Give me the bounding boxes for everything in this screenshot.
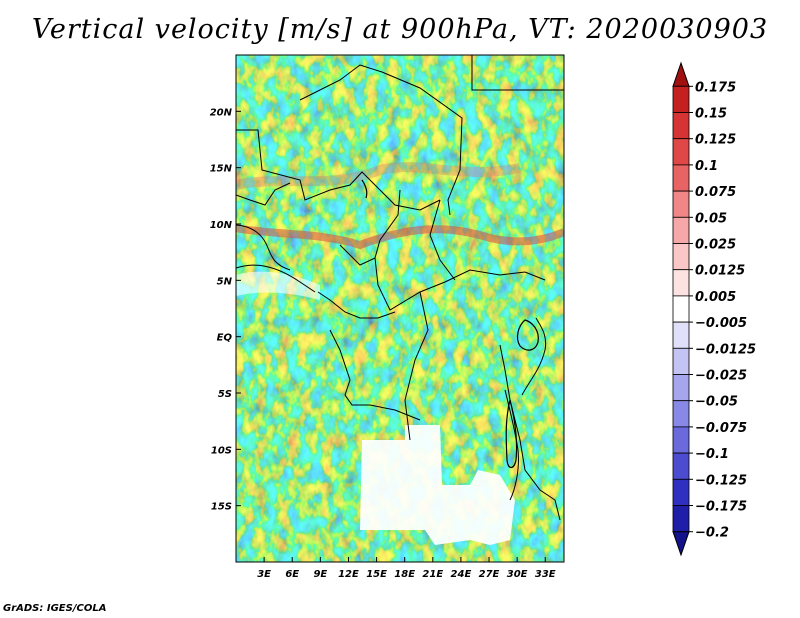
colorbar-label: −0.005 [695, 316, 747, 331]
lat-tick-label: 20N [210, 107, 233, 118]
colorbar-swatch [672, 85, 690, 113]
colorbar-swatch [672, 347, 690, 375]
colorbar-label: 0.075 [695, 185, 736, 200]
colorbar-swatch [672, 269, 690, 297]
lon-tick-label: 15E [366, 569, 387, 580]
colorbar-label: 0.1 [695, 159, 718, 174]
lat-tick-label: 15N [210, 164, 233, 175]
colorbar-swatch [672, 216, 690, 244]
colorbar-label: −0.125 [695, 473, 747, 488]
map-title: Vertical velocity [m/s] at 900hPa, VT: 2… [31, 14, 769, 45]
lat-tick-label: 5S [218, 389, 232, 400]
colorbar: 0.175 0.15 0.125 0.1 0.075 0.05 0.025 0.0125 0.0… [672, 61, 756, 557]
colorbar-swatch [672, 374, 690, 402]
grads-credit: GrADS: IGES/COLA [3, 603, 107, 614]
colorbar-label: −0.025 [695, 368, 747, 383]
colorbar-label: −0.075 [695, 421, 747, 436]
colorbar-label: −0.2 [695, 526, 729, 541]
colorbar-swatch [672, 138, 690, 166]
colorbar-bottom-arrow [672, 531, 690, 557]
colorbar-label: 0.15 [695, 107, 727, 122]
lon-tick-label: 24E [451, 569, 472, 580]
colorbar-swatch [672, 164, 690, 192]
colorbar-label: −0.175 [695, 499, 747, 514]
colorbar-label: 0.005 [695, 290, 736, 305]
colorbar-swatch [672, 190, 690, 218]
low-signal-region [360, 425, 515, 545]
lat-tick-label: 10S [211, 445, 232, 456]
colorbar-swatch [672, 426, 690, 454]
latitude-axis: 20N 15N 10N 5N EQ 5S 10S 15S [210, 107, 241, 513]
red-band-sahel [236, 162, 521, 190]
lat-tick-label: EQ [217, 333, 233, 344]
lon-tick-label: 9E [313, 569, 327, 580]
colorbar-top-arrow [672, 61, 690, 87]
colorbar-swatch [672, 112, 690, 140]
longitude-axis: 3E 6E 9E 12E 15E 18E 21E 24E 27E 30E 33E [257, 557, 556, 580]
colorbar-swatch [672, 321, 690, 349]
lon-tick-label: 3E [257, 569, 271, 580]
lon-tick-label: 6E [285, 569, 299, 580]
lon-tick-label: 33E [535, 569, 556, 580]
colorbar-swatch [672, 243, 690, 271]
lon-tick-label: 27E [479, 569, 500, 580]
lon-tick-label: 21E [422, 569, 443, 580]
colorbar-label: 0.125 [695, 133, 736, 148]
red-band-north [236, 224, 564, 250]
map-frame [235, 54, 565, 563]
colorbar-label: 0.0125 [695, 264, 745, 279]
colorbar-swatch [672, 505, 690, 533]
colorbar-label: 0.175 [695, 80, 736, 95]
colorbar-swatch [672, 452, 690, 480]
coastline-lakes [361, 179, 539, 469]
lon-tick-label: 18E [394, 569, 415, 580]
colorbar-swatch [672, 478, 690, 506]
lat-tick-label: 10N [210, 220, 233, 231]
colorbar-label: −0.1 [695, 447, 729, 462]
colorbar-label: −0.0125 [695, 342, 756, 357]
colorbar-label: −0.05 [695, 395, 738, 410]
colorbar-label: 0.025 [695, 238, 736, 253]
ocean-strip [236, 271, 320, 300]
lat-tick-label: 5N [217, 276, 233, 287]
lon-tick-label: 30E [507, 569, 528, 580]
colorbar-label: 0.05 [695, 211, 727, 226]
lon-tick-label: 12E [338, 569, 359, 580]
country-borders [236, 55, 564, 521]
colorbar-swatch [672, 295, 690, 323]
colorbar-swatch [672, 400, 690, 428]
lat-tick-label: 15S [211, 502, 232, 513]
